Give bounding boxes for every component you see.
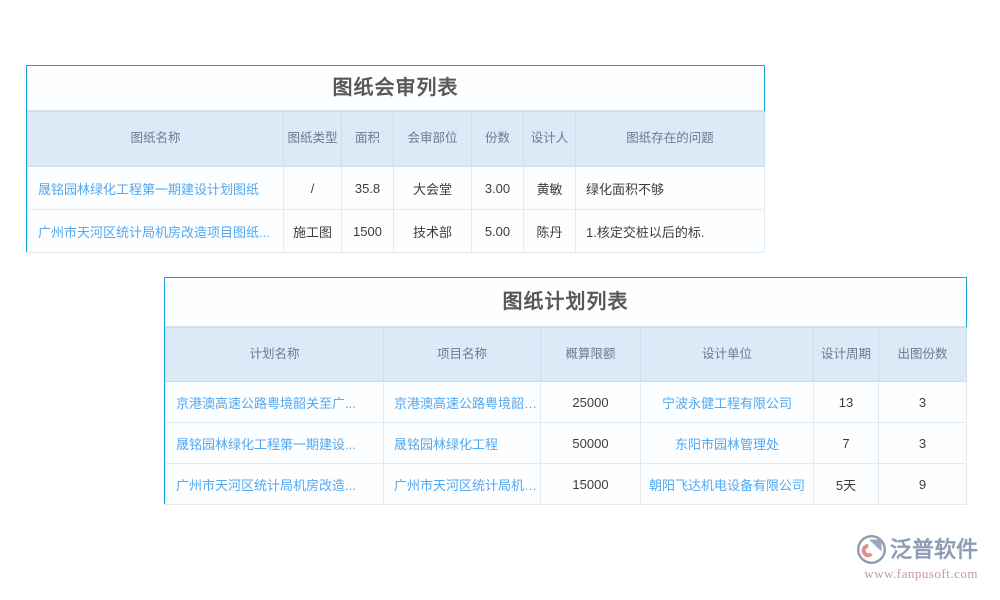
column-header-copies[interactable]: 份数: [471, 111, 524, 167]
cell-designer: 黄敏: [523, 166, 576, 210]
cell-design-cycle: 5天: [813, 463, 879, 505]
cell-issues: 绿化面积不够: [575, 166, 765, 210]
cell-design-cycle: 13: [813, 381, 879, 423]
cell-plan-name[interactable]: 广州市天河区统计局机房改造...: [165, 463, 384, 505]
cell-project-name[interactable]: 晟铭园林绿化工程: [383, 422, 541, 464]
drawing-review-table: 图纸名称 图纸类型 面积 会审部位 份数 设计人 图纸存在的问题 晟铭园林绿化工…: [27, 111, 765, 253]
column-header-design-cycle[interactable]: 设计周期: [813, 327, 879, 382]
column-header-review-part[interactable]: 会审部位: [393, 111, 472, 167]
brand-row: 泛普软件: [836, 534, 978, 565]
cell-budget-limit: 15000: [540, 463, 641, 505]
table-header-row: 图纸名称 图纸类型 面积 会审部位 份数 设计人 图纸存在的问题: [27, 111, 765, 167]
cell-plan-name[interactable]: 晟铭园林绿化工程第一期建设...: [165, 422, 384, 464]
cell-copies-out: 3: [878, 381, 967, 423]
column-header-drawing-name[interactable]: 图纸名称: [27, 111, 284, 167]
drawing-plan-list-card: 图纸计划列表 计划名称 项目名称 概算限额 设计单位 设计周期 出图份数: [164, 277, 967, 505]
cell-design-unit[interactable]: 朝阳飞达机电设备有限公司: [640, 463, 814, 505]
cell-budget-limit: 25000: [540, 381, 641, 423]
column-header-plan-name[interactable]: 计划名称: [165, 327, 384, 382]
column-header-design-unit[interactable]: 设计单位: [640, 327, 814, 382]
drawing-review-list-card: 图纸会审列表 图纸名称 图纸类型 面积 会审部位 份数 设计人: [26, 65, 765, 253]
drawing-review-list-title: 图纸会审列表: [27, 66, 764, 111]
cell-review-part: 技术部: [393, 209, 472, 253]
column-header-area[interactable]: 面积: [341, 111, 394, 167]
table-row[interactable]: 广州市天河区统计局机房改造... 广州市天河区统计局机房... 15000 朝阳…: [165, 463, 967, 505]
table-header-row: 计划名称 项目名称 概算限额 设计单位 设计周期 出图份数: [165, 327, 967, 382]
cell-design-unit[interactable]: 东阳市园林管理处: [640, 422, 814, 464]
table-row[interactable]: 晟铭园林绿化工程第一期建设计划图纸 / 35.8 大会堂 3.00 黄敏 绿化面…: [27, 166, 765, 210]
fanpu-logo-icon: [856, 534, 886, 565]
cell-drawing-type: 施工图: [283, 209, 342, 253]
column-header-designer[interactable]: 设计人: [523, 111, 576, 167]
table-row[interactable]: 晟铭园林绿化工程第一期建设... 晟铭园林绿化工程 50000 东阳市园林管理处…: [165, 422, 967, 464]
cell-drawing-name[interactable]: 晟铭园林绿化工程第一期建设计划图纸: [27, 166, 284, 210]
column-header-project-name[interactable]: 项目名称: [383, 327, 541, 382]
table-row[interactable]: 广州市天河区统计局机房改造项目图纸... 施工图 1500 技术部 5.00 陈…: [27, 209, 765, 253]
cell-project-name[interactable]: 京港澳高速公路粤境韶关...: [383, 381, 541, 423]
drawing-plan-table: 计划名称 项目名称 概算限额 设计单位 设计周期 出图份数 京港澳高速公路粤境韶…: [165, 327, 967, 505]
cell-plan-name[interactable]: 京港澳高速公路粤境韶关至广...: [165, 381, 384, 423]
drawing-plan-list-title: 图纸计划列表: [165, 278, 966, 327]
cell-copies: 3.00: [471, 166, 524, 210]
cell-area: 35.8: [341, 166, 394, 210]
column-header-copies-out[interactable]: 出图份数: [878, 327, 967, 382]
table-row[interactable]: 京港澳高速公路粤境韶关至广... 京港澳高速公路粤境韶关... 25000 宁波…: [165, 381, 967, 423]
cell-drawing-type: /: [283, 166, 342, 210]
cell-budget-limit: 50000: [540, 422, 641, 464]
cell-drawing-name[interactable]: 广州市天河区统计局机房改造项目图纸...: [27, 209, 284, 253]
cell-review-part: 大会堂: [393, 166, 472, 210]
cell-copies-out: 3: [878, 422, 967, 464]
column-header-issues[interactable]: 图纸存在的问题: [575, 111, 765, 167]
brand-url: www.fanpusoft.com: [864, 566, 978, 581]
brand-name: 泛普软件: [889, 536, 978, 562]
cell-design-cycle: 7: [813, 422, 879, 464]
column-header-budget-limit[interactable]: 概算限额: [540, 327, 641, 382]
cell-copies-out: 9: [878, 463, 967, 505]
cell-design-unit[interactable]: 宁波永健工程有限公司: [640, 381, 814, 423]
cell-area: 1500: [341, 209, 394, 253]
cell-designer: 陈丹: [523, 209, 576, 253]
cell-issues: 1.核定交桩以后的标.: [575, 209, 765, 253]
cell-copies: 5.00: [471, 209, 524, 253]
column-header-drawing-type[interactable]: 图纸类型: [283, 111, 342, 167]
brand-watermark: 泛普软件 www.fanpusoft.com: [836, 534, 978, 584]
cell-project-name[interactable]: 广州市天河区统计局机房...: [383, 463, 541, 505]
